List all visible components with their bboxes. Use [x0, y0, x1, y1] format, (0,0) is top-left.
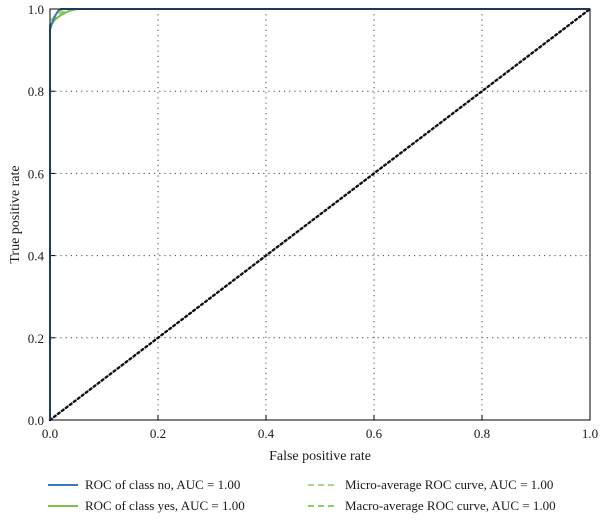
x-tick-label: 0.6	[366, 426, 383, 441]
x-tick-label: 0.4	[258, 426, 275, 441]
x-axis-title: False positive rate	[269, 449, 371, 464]
legend: ROC of class no, AUC = 1.00 ROC of class …	[48, 477, 556, 513]
legend-label: ROC of class no, AUC = 1.00	[85, 477, 240, 492]
plot-frame	[49, 8, 591, 421]
x-tick-label: 0.8	[474, 426, 490, 441]
y-tick-label: 0.6	[28, 166, 45, 181]
y-tick-label: 0.4	[28, 249, 45, 264]
x-tick-label: 0.2	[150, 426, 166, 441]
chance-diagonal-line	[48, 7, 592, 422]
y-tick-label: 1.0	[28, 2, 44, 17]
x-tick-labels: 0.0 0.2 0.4 0.6 0.8 1.0	[42, 426, 598, 441]
y-tick-label: 0.2	[28, 331, 44, 346]
x-tick-label: 1.0	[582, 426, 598, 441]
legend-label: ROC of class yes, AUC = 1.00	[85, 498, 245, 513]
legend-label: Macro-average ROC curve, AUC = 1.00	[345, 498, 556, 513]
y-tick-label: 0.0	[28, 413, 44, 428]
y-tick-labels: 0.0 0.2 0.4 0.6 0.8 1.0	[28, 2, 45, 428]
y-axis-title: True positive rate	[8, 165, 23, 263]
series-layer	[48, 7, 592, 422]
y-tick-label: 0.8	[28, 84, 44, 99]
x-tick-label: 0.0	[42, 426, 58, 441]
legend-label: Micro-average ROC curve, AUC = 1.00	[345, 477, 553, 492]
